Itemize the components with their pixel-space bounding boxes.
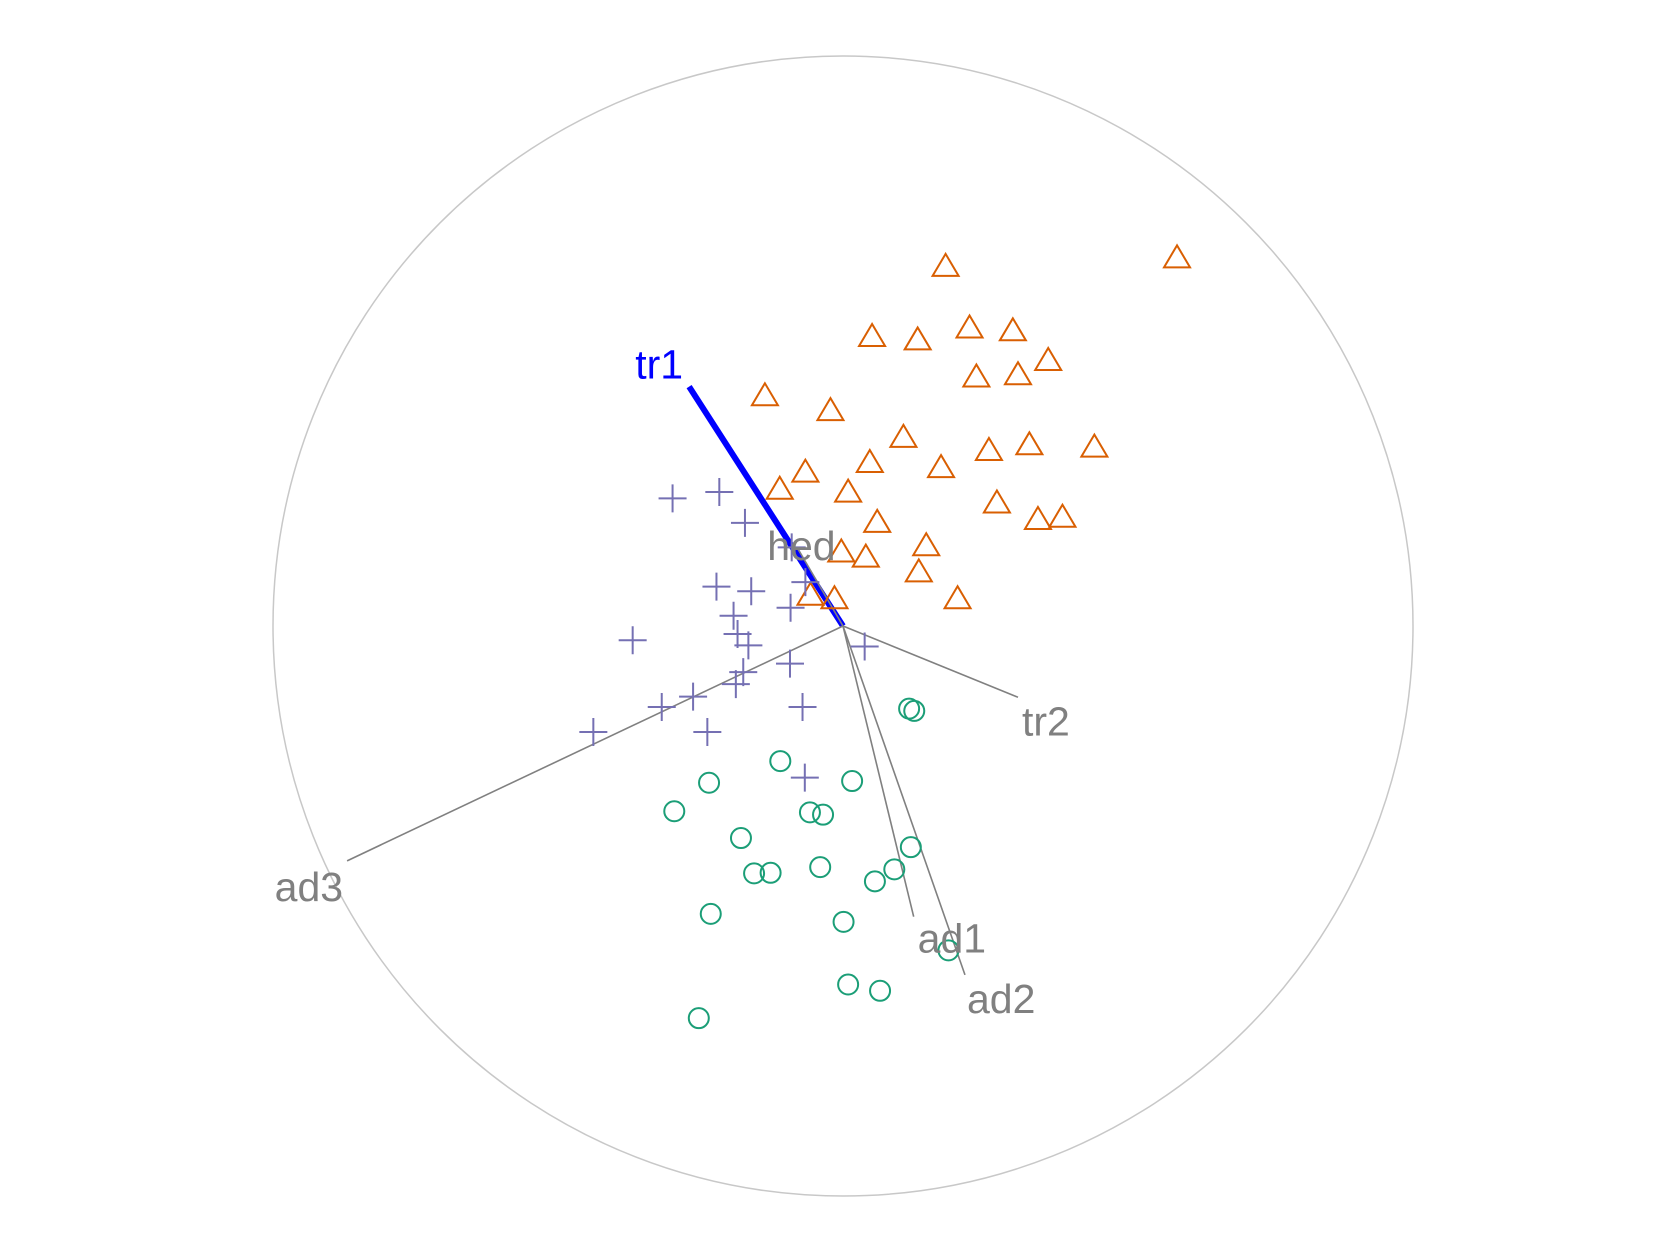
circle-point	[812, 803, 835, 826]
axis-label-ad2: ad2	[967, 976, 1035, 1022]
triangle-point	[815, 396, 846, 422]
axis-label-ad3: ad3	[275, 864, 343, 910]
plus-point	[734, 631, 763, 660]
axis-vector-ad3	[346, 625, 844, 862]
plus-point	[702, 572, 731, 601]
triangle-point	[1079, 432, 1110, 458]
triangle-point	[1014, 430, 1045, 456]
triangle-point	[1162, 243, 1192, 269]
data-points	[579, 243, 1192, 1030]
circle-point	[743, 862, 766, 885]
triangle-point	[851, 542, 881, 568]
circle-point	[798, 801, 821, 824]
circle-point	[883, 858, 906, 881]
circle-point	[759, 861, 782, 884]
triangle-point	[974, 436, 1004, 462]
axis-vector-ad2	[842, 625, 966, 976]
circle-point	[937, 939, 960, 962]
triangle-point	[954, 313, 985, 339]
plus-point	[790, 763, 819, 792]
circle-point	[869, 979, 892, 1002]
plus-point	[723, 619, 752, 648]
unit-circle-boundary	[272, 55, 1414, 1197]
triangle-point	[1023, 505, 1053, 530]
triangle-point	[904, 557, 934, 583]
plus-point	[730, 508, 759, 537]
circle-point	[903, 699, 926, 722]
triangle-point	[750, 381, 780, 407]
triangle-point	[855, 448, 885, 473]
circle-point	[687, 1007, 710, 1030]
triangle-point	[790, 457, 821, 483]
circle-point	[832, 910, 855, 933]
axis-labels: tr1 hed tr2 ad1 ad2 ad3	[275, 342, 1070, 1022]
triangle-point	[1047, 502, 1078, 528]
triangle-point	[826, 537, 857, 563]
triangle-point	[888, 422, 919, 448]
axis-label-tr2: tr2	[1022, 698, 1070, 744]
triangle-point	[911, 531, 941, 557]
triangle-point	[1003, 360, 1033, 386]
plus-point	[658, 484, 687, 513]
axis-vectors	[346, 384, 1019, 976]
triangle-point	[930, 251, 961, 277]
triangle-point	[833, 477, 863, 503]
axis-label-ad1: ad1	[918, 916, 986, 962]
circle-point	[899, 836, 922, 859]
plus-point	[721, 670, 750, 699]
circle-point	[841, 770, 864, 793]
plus-point	[705, 478, 734, 507]
plus-point	[618, 626, 647, 655]
circle-point	[699, 902, 722, 925]
axis-vector-tr1	[686, 384, 846, 628]
triangle-point	[819, 584, 850, 610]
triangle-point	[961, 362, 992, 388]
triangle-point	[795, 580, 826, 606]
triangle-point	[942, 584, 973, 610]
axis-vector-ad1	[842, 625, 915, 917]
axis-label-tr1: tr1	[635, 342, 683, 388]
circle-point	[663, 800, 686, 823]
triangle-point	[998, 316, 1028, 342]
plus-point	[647, 692, 676, 721]
plus-point	[850, 632, 879, 661]
plus-point	[791, 568, 820, 597]
axis-label-hed: hed	[767, 523, 835, 569]
triangle-point	[926, 453, 956, 479]
plus-point	[579, 718, 608, 747]
axis-vector-hed	[796, 547, 844, 627]
triangle-point	[764, 474, 795, 500]
triangle-point	[862, 507, 892, 533]
plus-point	[777, 533, 806, 562]
circle-point	[837, 973, 860, 996]
triangle-point	[1033, 345, 1063, 371]
plus-point	[693, 718, 722, 747]
plus-point	[775, 649, 804, 678]
circle-point	[698, 771, 721, 794]
plus-point	[776, 593, 805, 622]
plus-point	[679, 682, 708, 711]
plus-point	[719, 601, 748, 630]
plus-point	[737, 577, 766, 606]
plus-point	[729, 658, 758, 687]
triangle-point	[857, 322, 887, 348]
triangle-point	[902, 325, 933, 351]
axis-vector-tr2	[842, 625, 1019, 698]
circle-point	[809, 856, 832, 879]
circle-point	[863, 870, 886, 893]
circle-point	[729, 827, 752, 850]
circle-point	[769, 750, 792, 773]
plus-point	[788, 692, 817, 721]
triangle-point	[982, 488, 1012, 514]
